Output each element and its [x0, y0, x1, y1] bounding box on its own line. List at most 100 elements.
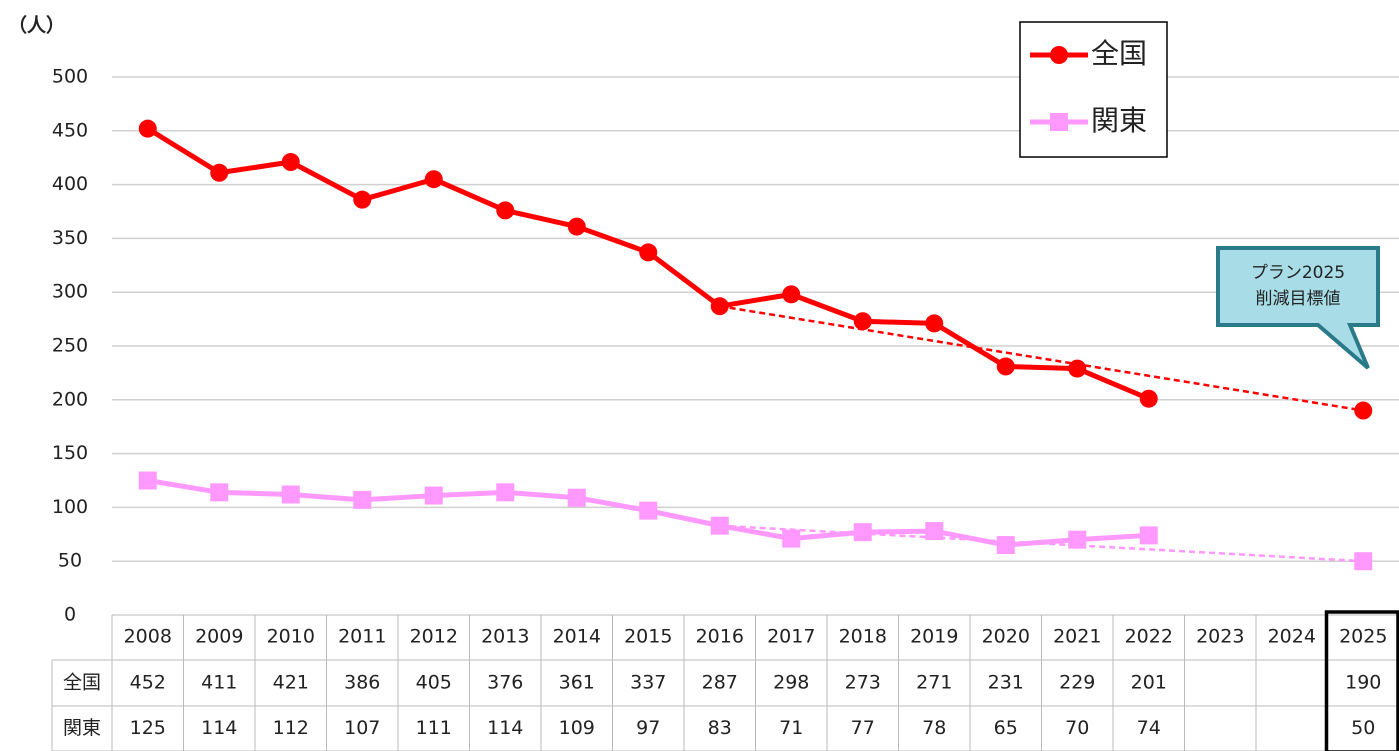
- table-value: 376: [487, 672, 523, 694]
- point: [1068, 530, 1087, 549]
- table-value: 114: [201, 717, 237, 739]
- table-value: 112: [273, 717, 309, 739]
- point: [424, 170, 443, 189]
- table-value: 83: [708, 717, 732, 739]
- legend-marker: [1050, 46, 1068, 64]
- point: [1354, 401, 1373, 420]
- table-value: 70: [1065, 717, 1089, 739]
- y-tick-label: 100: [52, 496, 88, 518]
- point: [567, 217, 586, 236]
- x-tick-label: 2025: [1339, 626, 1387, 648]
- y-tick-label: 150: [52, 442, 88, 464]
- table-value: 190: [1345, 672, 1381, 694]
- table-value: 97: [636, 717, 660, 739]
- table-row-label: 関東: [63, 717, 101, 739]
- table-value: 231: [988, 672, 1024, 694]
- point: [496, 201, 515, 220]
- point: [1139, 389, 1158, 408]
- table-value: 125: [130, 717, 166, 739]
- y-tick-label: 0: [64, 604, 76, 626]
- series-line: [146, 126, 1150, 402]
- table-row-label: 全国: [63, 672, 101, 694]
- point: [138, 119, 157, 138]
- x-tick-label: 2015: [624, 626, 672, 648]
- table-value: 114: [487, 717, 523, 739]
- point: [782, 285, 801, 304]
- point: [210, 163, 229, 182]
- annotation: 削減目標値: [1256, 289, 1341, 309]
- table-value: 65: [994, 717, 1018, 739]
- table-value: 405: [416, 672, 452, 694]
- legend-marker: [1050, 113, 1068, 131]
- table-value: 452: [130, 672, 166, 694]
- y-axis-label: （人）: [8, 14, 65, 37]
- highlight-box: [1324, 610, 1399, 751]
- table-value: 78: [922, 717, 946, 739]
- point: [1354, 552, 1373, 571]
- x-tick-label: 2024: [1268, 626, 1316, 648]
- point: [639, 243, 658, 262]
- target-line: [719, 304, 1364, 412]
- point: [925, 314, 944, 333]
- point: [353, 190, 372, 209]
- x-tick-label: 2014: [553, 626, 601, 648]
- y-tick-label: 200: [52, 388, 88, 410]
- table-value: 107: [344, 717, 380, 739]
- point: [281, 485, 300, 504]
- y-tick-label: 400: [52, 173, 88, 195]
- point: [853, 312, 872, 331]
- callout: [1216, 246, 1380, 370]
- table-value: 229: [1059, 672, 1095, 694]
- table-value: 287: [702, 672, 738, 694]
- table-value: 273: [845, 672, 881, 694]
- point: [710, 516, 729, 535]
- point: [210, 483, 229, 502]
- point: [639, 501, 658, 520]
- point: [853, 523, 872, 542]
- y-tick-label: 500: [52, 66, 88, 88]
- table-value: 411: [201, 672, 237, 694]
- x-tick-label: 2020: [982, 626, 1030, 648]
- point: [1139, 526, 1158, 545]
- point: [996, 357, 1015, 376]
- table-value: 71: [779, 717, 803, 739]
- point: [496, 483, 515, 502]
- table-value: 421: [273, 672, 309, 694]
- y-tick-label: 300: [52, 281, 88, 303]
- x-tick-label: 2016: [696, 626, 744, 648]
- point: [710, 297, 729, 316]
- table-value: 109: [559, 717, 595, 739]
- table-value: 201: [1131, 672, 1167, 694]
- point: [996, 536, 1015, 555]
- table-value: 50: [1351, 717, 1375, 739]
- y-tick-label: 350: [52, 227, 88, 249]
- y-tick-label: 50: [58, 550, 82, 572]
- table-value: 77: [851, 717, 875, 739]
- table-value: 74: [1137, 717, 1161, 739]
- table-value: 298: [773, 672, 809, 694]
- x-tick-label: 2021: [1053, 626, 1101, 648]
- table-value: 361: [559, 672, 595, 694]
- table-value: 271: [916, 672, 952, 694]
- point: [567, 488, 586, 507]
- x-tick-label: 2023: [1196, 626, 1244, 648]
- point: [281, 153, 300, 172]
- x-tick-label: 2019: [910, 626, 958, 648]
- x-tick-label: 2017: [767, 626, 815, 648]
- annotation: プラン2025: [1251, 263, 1345, 283]
- legend-box: [1019, 21, 1168, 158]
- point: [138, 471, 157, 490]
- x-tick-label: 2022: [1125, 626, 1173, 648]
- legend-label: 関東: [1091, 104, 1147, 137]
- table-value: 386: [344, 672, 380, 694]
- y-tick-label: 250: [52, 335, 88, 357]
- x-tick-label: 2018: [839, 626, 887, 648]
- y-tick-label: 450: [52, 119, 88, 141]
- x-tick-label: 2011: [338, 626, 386, 648]
- x-tick-label: 2012: [410, 626, 458, 648]
- point: [353, 490, 372, 509]
- x-tick-label: 2010: [267, 626, 315, 648]
- point: [1068, 359, 1087, 378]
- x-tick-label: 2009: [195, 626, 243, 648]
